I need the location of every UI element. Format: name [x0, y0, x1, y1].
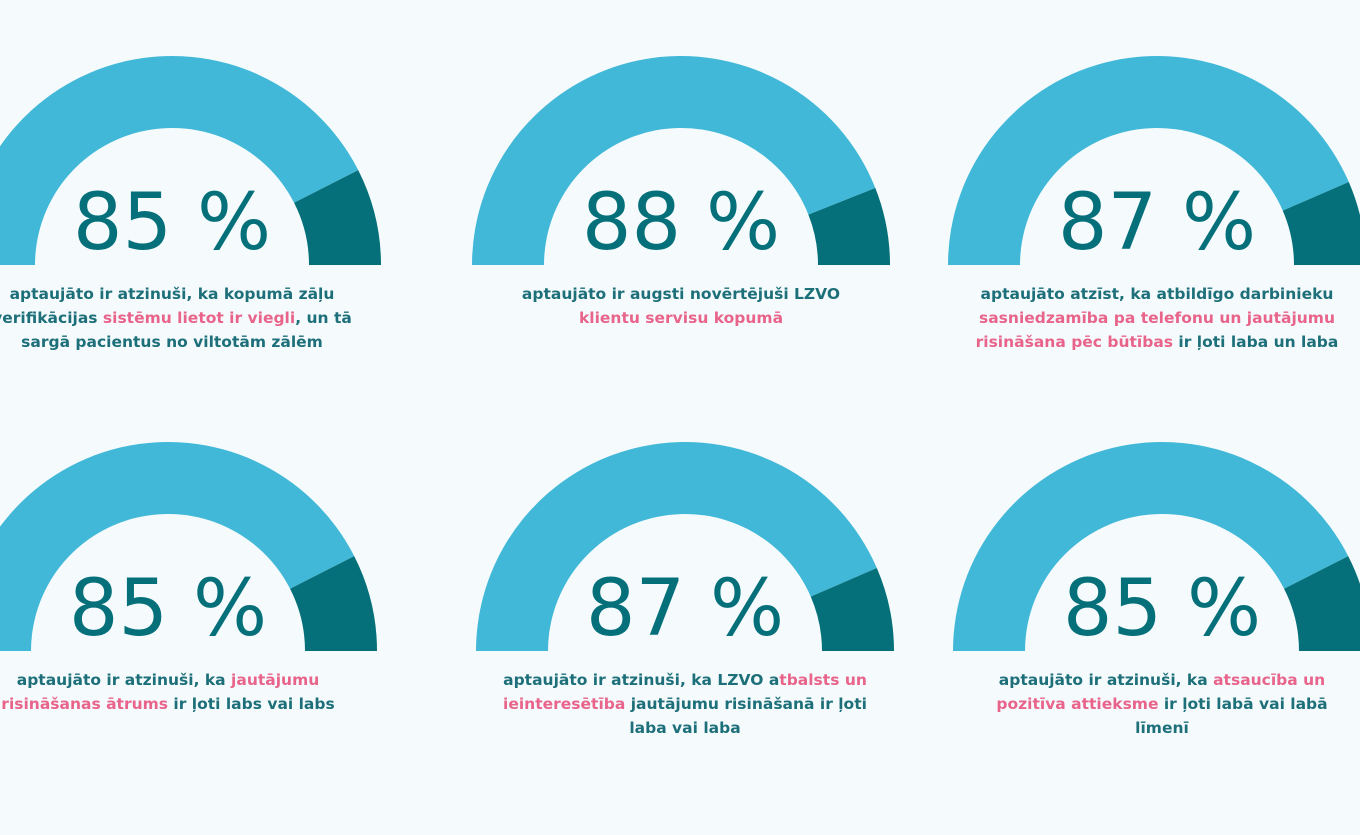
gauge-value-label: 85 %: [1063, 564, 1261, 654]
gauge-caption: aptaujāto ir atzinuši, ka atsaucība un p…: [972, 668, 1352, 740]
gauge-value-arc: [476, 441, 877, 651]
gauge-caption: aptaujāto ir augsti novērtējuši LZVO kli…: [491, 282, 871, 330]
gauge-rest-arc: [1282, 181, 1360, 265]
caption-text: ir ļoti labā vai labā līmenī: [1135, 695, 1328, 737]
gauge-value-label: 87 %: [1058, 178, 1256, 268]
gauge-caption: aptaujāto ir atzinuši, ka kopumā zāļu ve…: [0, 282, 362, 354]
gauge-value-arc: [948, 55, 1349, 265]
gauge-rest-arc: [294, 170, 381, 265]
caption-text: jautājumu risināšanā ir ļoti laba vai la…: [625, 695, 867, 737]
gauge-value-label: 87 %: [586, 564, 784, 654]
caption-text: aptaujāto ir atzinuši, ka: [998, 671, 1214, 689]
gauge-value-label: 85 %: [69, 564, 267, 654]
caption-text: aptaujāto ir atzinuši, ka: [16, 671, 232, 689]
gauge-caption: aptaujāto ir atzinuši, ka LZVO atbalsts …: [495, 668, 875, 740]
gauge-rest-arc: [1284, 556, 1360, 651]
gauge-value-arc: [953, 442, 1349, 651]
gauge-value-label: 88 %: [582, 178, 780, 268]
caption-text: aptaujāto atzīst, ka atbildīgo darbiniek…: [980, 285, 1334, 303]
caption-text: aptaujāto ir atzinuši, ka LZVO a: [503, 671, 780, 689]
gauge-rest-arc: [810, 567, 894, 651]
caption-highlight: sasniedzamība pa telefonu un jautājumu r…: [975, 309, 1335, 351]
caption-text: aptaujāto ir augsti novērtējuši LZVO: [521, 285, 841, 303]
caption-highlight: sistēmu lietot ir viegli: [102, 309, 296, 327]
gauge-value-arc: [0, 56, 359, 265]
caption-text: , un tā sargā pacientus no viltotām zālē…: [21, 309, 352, 351]
gauge-rest-arc: [808, 188, 890, 265]
gauge-caption: aptaujāto atzīst, ka atbildīgo darbiniek…: [967, 282, 1347, 354]
caption-highlight: jautājumu risināšanas ātrums: [1, 671, 320, 713]
gauge-value-arc: [472, 56, 876, 266]
caption-text: ir ļoti labs vai labs: [168, 695, 335, 713]
caption-highlight: atsaucība un pozitīva attieksme: [996, 671, 1326, 713]
caption-highlight: tbalsts un ieinteresētība: [503, 671, 867, 713]
gauge-value-arc: [0, 442, 355, 651]
caption-text: aptaujāto ir atzinuši, ka kopumā zāļu ve…: [0, 285, 335, 327]
gauge-rest-arc: [290, 556, 377, 651]
caption-highlight: klientu servisu kopumā: [578, 309, 784, 327]
gauge-value-label: 85 %: [73, 178, 271, 268]
gauge-caption: aptaujāto ir atzinuši, ka jautājumu risi…: [0, 668, 358, 716]
caption-text: ir ļoti laba un laba: [1173, 333, 1339, 351]
